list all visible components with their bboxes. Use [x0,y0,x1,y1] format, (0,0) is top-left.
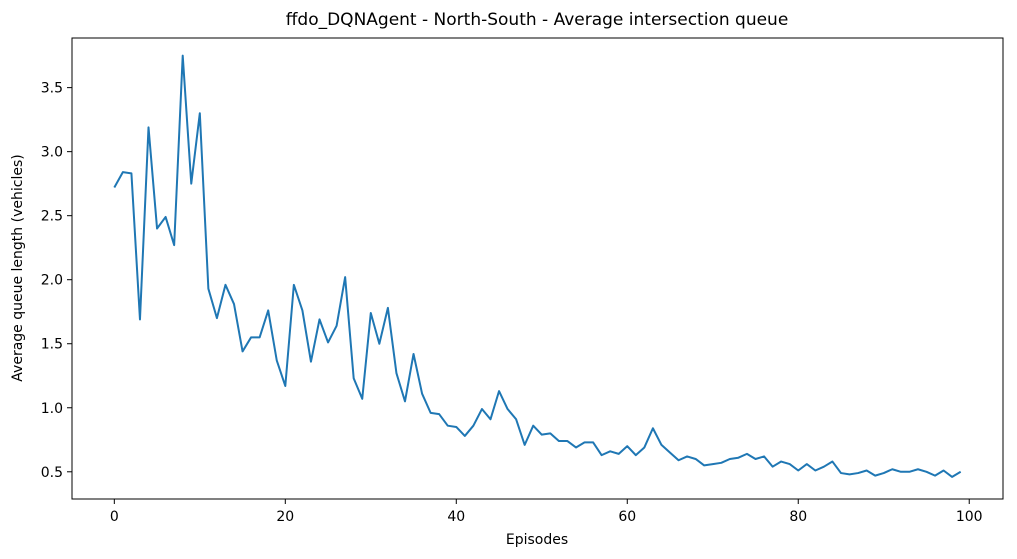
y-tick-label: 2.0 [41,273,63,289]
x-tick-label: 100 [956,509,983,525]
x-tick-label: 0 [110,509,119,525]
x-tick-label: 60 [618,509,636,525]
x-tick-label: 40 [447,509,465,525]
plot-area [71,37,1004,500]
x-tick-label: 20 [276,509,294,525]
x-axis: 0 20 40 60 80 100 [110,499,983,525]
y-tick-label: 1.5 [41,337,63,353]
y-tick-label: 3.5 [41,81,63,97]
x-tick-label: 80 [789,509,807,525]
x-axis-label: Episodes [506,532,568,548]
y-tick-label: 3.0 [41,145,63,161]
y-tick-label: 1.0 [41,401,63,417]
y-axis: 0.5 1.0 1.5 2.0 2.5 3.0 3.5 [41,81,72,481]
y-axis-label: Average queue length (vehicles) [10,154,26,381]
queue-length-line [113,54,962,478]
chart-title: ffdo_DQNAgent - North-South - Average in… [286,10,789,30]
y-tick-label: 0.5 [41,465,63,481]
y-tick-label: 2.5 [41,209,63,225]
